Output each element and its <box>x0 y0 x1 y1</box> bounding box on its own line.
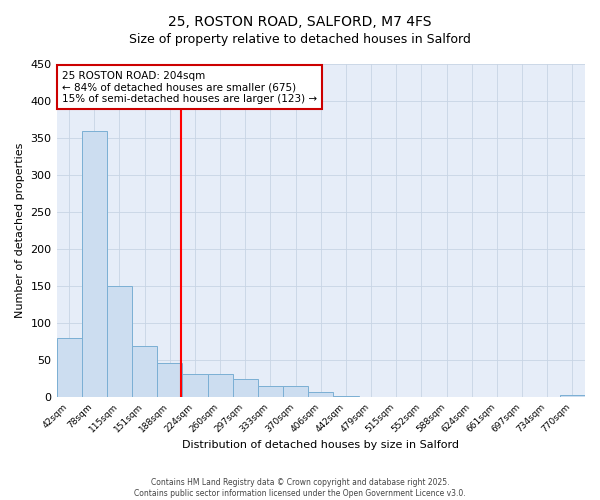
Bar <box>82 130 107 398</box>
Bar <box>182 374 208 398</box>
Bar <box>359 397 383 398</box>
X-axis label: Distribution of detached houses by size in Salford: Distribution of detached houses by size … <box>182 440 459 450</box>
Text: 25, ROSTON ROAD, SALFORD, M7 4FS: 25, ROSTON ROAD, SALFORD, M7 4FS <box>168 15 432 29</box>
Bar <box>283 386 308 398</box>
Text: 25 ROSTON ROAD: 204sqm
← 84% of detached houses are smaller (675)
15% of semi-de: 25 ROSTON ROAD: 204sqm ← 84% of detached… <box>62 70 317 104</box>
Bar <box>383 397 409 398</box>
Bar <box>233 379 258 398</box>
Bar <box>409 397 434 398</box>
Y-axis label: Number of detached properties: Number of detached properties <box>15 143 25 318</box>
Bar <box>56 338 82 398</box>
Bar <box>157 362 182 398</box>
Bar <box>132 346 157 398</box>
Text: Size of property relative to detached houses in Salford: Size of property relative to detached ho… <box>129 32 471 46</box>
Bar <box>107 286 132 398</box>
Bar <box>560 396 585 398</box>
Bar <box>308 392 334 398</box>
Text: Contains HM Land Registry data © Crown copyright and database right 2025.
Contai: Contains HM Land Registry data © Crown c… <box>134 478 466 498</box>
Bar <box>334 396 359 398</box>
Bar <box>208 374 233 398</box>
Bar <box>258 386 283 398</box>
